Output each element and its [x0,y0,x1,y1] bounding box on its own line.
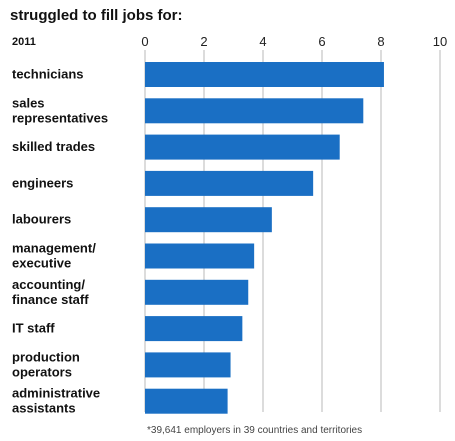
category-label-line: management/ [12,241,96,256]
category-label-line: accounting/ [12,277,85,292]
category-labels: technicians sales representatives skilled t… [12,67,108,416]
category-label: technicians [12,67,84,82]
category-label-line: labourers [12,212,71,227]
bar [145,98,364,124]
category-label-line: skilled trades [12,139,95,154]
category-label-line: representatives [12,110,108,125]
bar [145,316,243,342]
x-tick-label: 4 [259,34,266,49]
footnote: *39,641 employers in 39 countries and te… [147,425,362,436]
category-label: production operators [12,349,80,379]
category-label: sales representatives [12,95,108,125]
category-label-line: assistants [12,401,76,416]
chart-title: struggled to fill jobs for: [10,7,183,24]
category-label-line: technicians [12,67,84,82]
year-label: 2011 [12,36,36,48]
x-tick-label: 10 [433,34,447,49]
category-label-line: executive [12,256,71,271]
x-axis-ticks: 0 2 4 6 8 10 [141,34,447,49]
bars [145,62,384,414]
x-tick-label: 6 [318,34,325,49]
category-label-line: administrative [12,386,100,401]
category-label: administrative assistants [12,386,100,416]
bar [145,62,384,87]
category-label-line: operators [12,364,72,379]
category-label-line: finance staff [12,292,89,307]
bar [145,134,340,160]
category-label-line: engineers [12,175,73,190]
category-label: skilled trades [12,139,95,154]
bar [145,388,228,414]
category-label: engineers [12,175,73,190]
category-label-line: IT staff [12,321,55,336]
bar [145,279,249,305]
category-label: labourers [12,212,71,227]
category-label: management/executive [12,241,96,271]
category-label-line: production [12,349,80,364]
bar [145,170,314,196]
x-tick-label: 2 [200,34,207,49]
category-label-line: sales [12,95,45,110]
x-tick-label: 8 [377,34,384,49]
bar [145,207,272,233]
x-tick-label: 0 [141,34,148,49]
bar [145,243,255,269]
bar [145,352,231,378]
category-label: accounting/finance staff [12,277,89,307]
category-label: IT staff [12,321,55,336]
